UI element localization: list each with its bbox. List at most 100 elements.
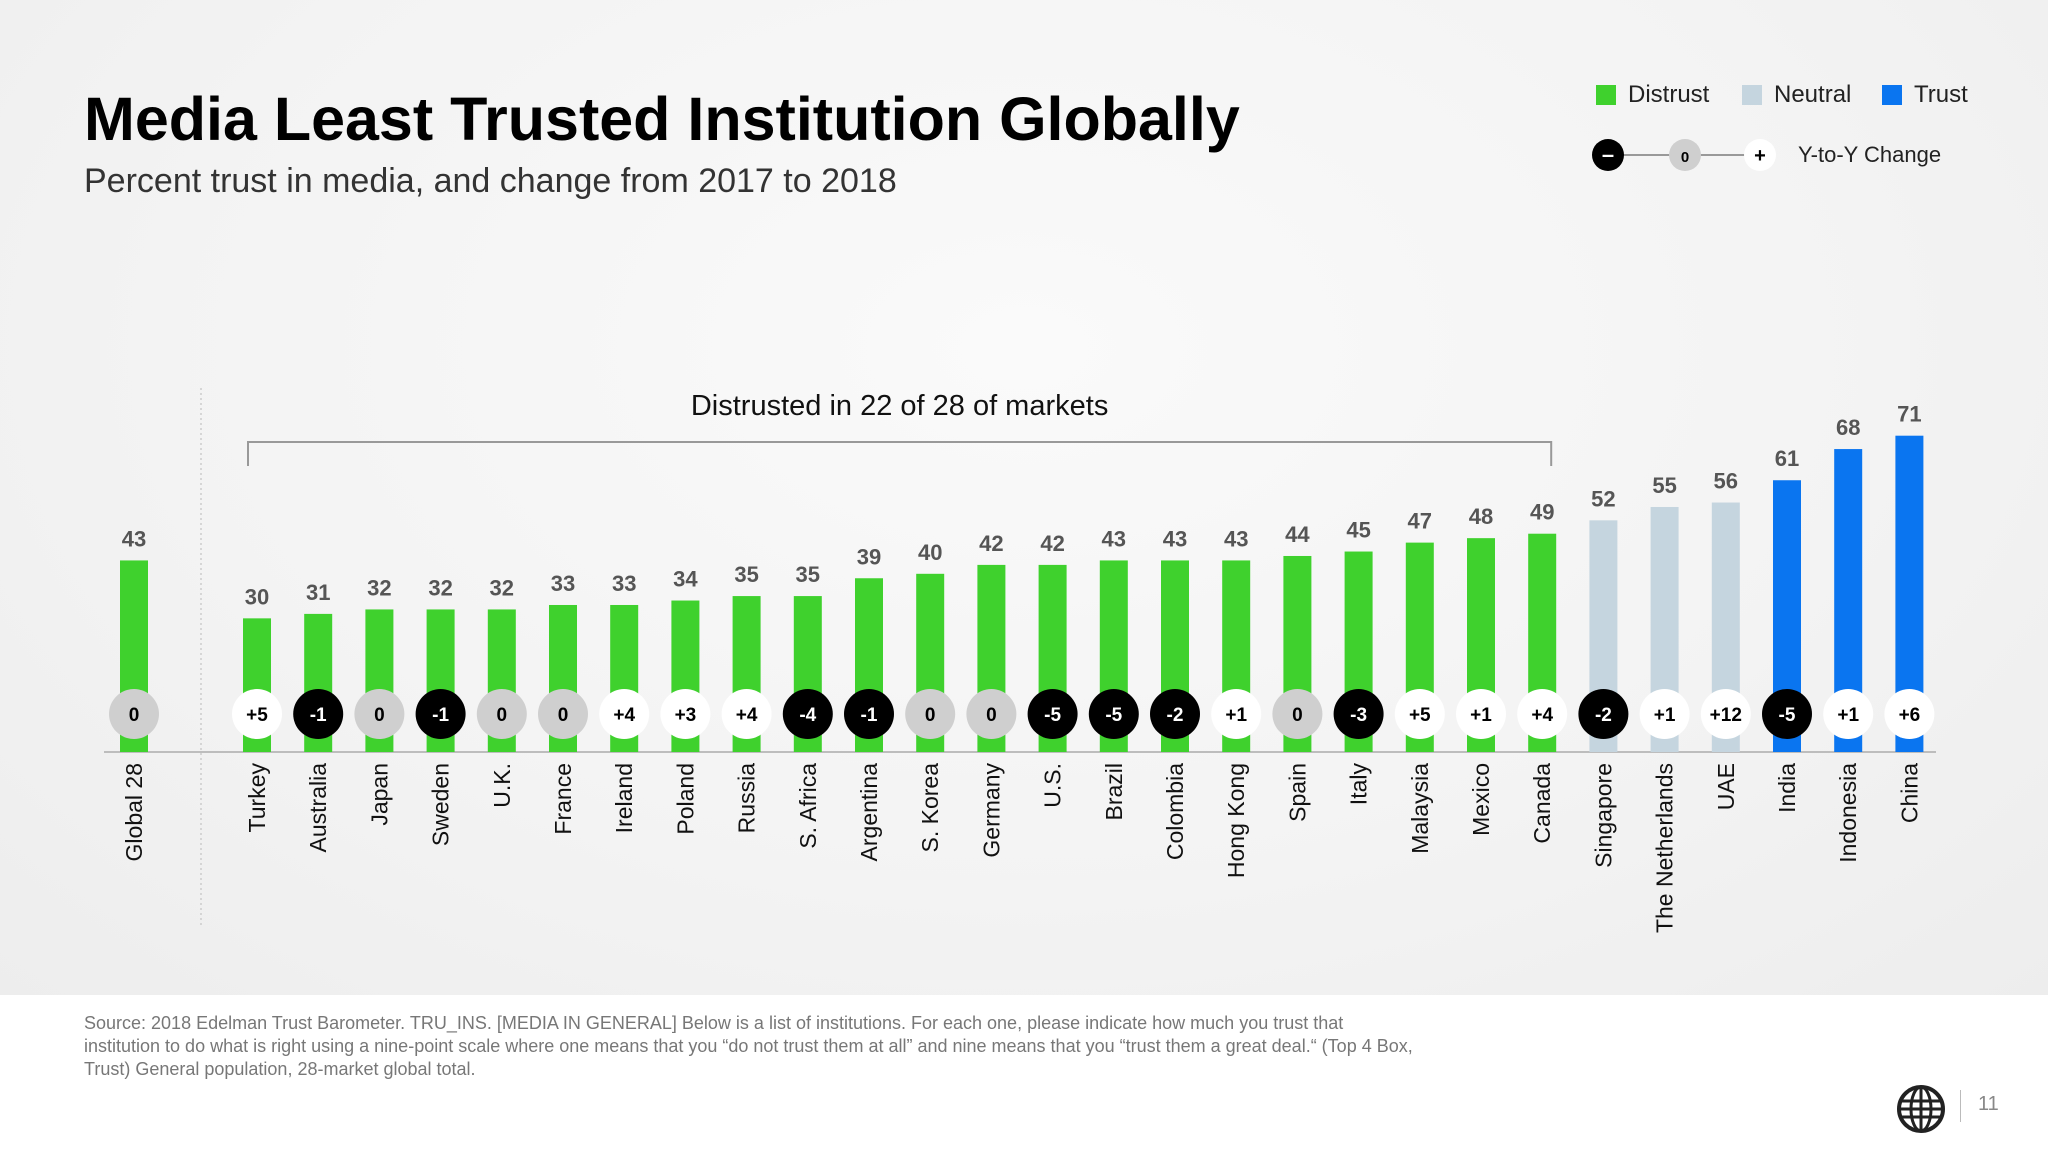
change-circle: [1211, 689, 1262, 739]
change-circle: [1394, 689, 1445, 739]
category-label: Japan: [366, 763, 392, 826]
page-subtitle: Percent trust in media, and change from …: [84, 162, 897, 200]
bar-value-label: 31: [306, 580, 330, 605]
change-circle: [1578, 689, 1629, 739]
change-circle: [538, 689, 588, 739]
change-circle: [415, 689, 466, 739]
category-label: UAE: [1713, 763, 1739, 810]
footer-area: [0, 995, 2048, 1152]
change-circle: [1762, 689, 1812, 739]
change-label: -3: [1350, 705, 1367, 726]
change-circle: [1823, 689, 1874, 739]
change-label: -1: [310, 705, 327, 726]
bar-value-label: 49: [1530, 500, 1554, 525]
legend-trust-label: Trust: [1914, 81, 1968, 108]
category-label: India: [1774, 763, 1800, 813]
bar-value-label: 47: [1408, 509, 1432, 534]
change-label: +3: [675, 705, 697, 726]
bar-value-label: 48: [1469, 504, 1493, 529]
bar-value-label: 43: [1102, 526, 1126, 551]
legend-distrust: Distrust: [1596, 80, 1709, 110]
category-label: Australia: [305, 763, 331, 853]
bar-chart: Distrusted in 22 of 28 of markets 43 0 Glob…: [104, 388, 1936, 933]
legend-change-positive-circle: [1744, 139, 1776, 171]
change-circle: [782, 689, 833, 739]
category-label: U.S.: [1040, 763, 1066, 808]
change-circle: [660, 689, 711, 739]
change-label: 0: [497, 705, 508, 726]
category-label: Turkey: [244, 763, 270, 833]
category-label: U.K.: [489, 763, 515, 808]
category-label: Brazil: [1101, 763, 1127, 821]
category-label: Colombia: [1162, 763, 1188, 860]
change-label: +1: [1470, 705, 1492, 726]
category-label: Singapore: [1590, 763, 1616, 868]
bar-value-label: 32: [428, 575, 452, 600]
category-label: Sweden: [428, 763, 454, 846]
change-circle: [476, 689, 527, 739]
category-label: Indonesia: [1835, 763, 1861, 863]
page-title: Media Least Trusted Institution Globally: [84, 85, 1240, 153]
category-label: S. Africa: [795, 763, 821, 849]
page-number: 11: [1978, 1093, 1999, 1115]
change-label: -5: [1779, 705, 1796, 726]
category-label: Germany: [978, 763, 1004, 858]
category-label: China: [1896, 763, 1922, 823]
category-label: The Netherlands: [1652, 763, 1678, 933]
legend-distrust-swatch: [1596, 85, 1616, 105]
bar-value-label: 33: [612, 571, 636, 596]
bar-value-label: 56: [1714, 469, 1738, 494]
legend-distrust-label: Distrust: [1628, 81, 1710, 108]
legend-change-plus: +: [1754, 145, 1766, 167]
change-circle: [721, 689, 772, 739]
change-label: +5: [246, 705, 268, 726]
bar-value-label: 44: [1285, 522, 1310, 547]
change-circle: [1088, 689, 1139, 739]
category-label: Russia: [734, 763, 760, 834]
footer-divider: [1960, 1090, 1961, 1122]
change-label: +1: [1225, 705, 1247, 726]
change-label: +4: [736, 705, 758, 726]
legend-neutral-swatch: [1742, 85, 1762, 105]
bar-value-label: 34: [673, 567, 698, 592]
distrust-bracket: [247, 441, 1553, 466]
change-circle: [109, 689, 159, 739]
change-label: 0: [925, 705, 936, 726]
change-circle: [293, 689, 344, 739]
change-label: +6: [1899, 705, 1921, 726]
legend-neutral: Neutral: [1742, 80, 1851, 110]
legend-change-label: Y-to-Y Change: [1798, 142, 1942, 167]
change-label: 0: [129, 705, 140, 726]
bar-value-label: 43: [1163, 526, 1187, 551]
bar-value-label: 39: [857, 544, 881, 569]
change-circle: [1333, 689, 1384, 739]
category-label: Global 28: [121, 763, 147, 861]
category-label: Poland: [672, 763, 698, 835]
bar-value-label: 61: [1775, 446, 1799, 471]
legend-change-negative-circle: [1592, 139, 1624, 171]
change-circle: [1272, 689, 1323, 739]
change-label: 0: [558, 705, 569, 726]
change-circle: [1700, 689, 1751, 739]
category-label: Ireland: [611, 763, 637, 833]
legend-change-zero-circle: [1669, 139, 1701, 171]
source-note: Source: 2018 Edelman Trust Barometer. TR…: [84, 1013, 1413, 1079]
category-label: France: [550, 763, 576, 835]
change-circle: [1517, 689, 1568, 739]
change-label: 0: [1292, 705, 1303, 726]
change-circle: [1027, 689, 1078, 739]
category-label: Malaysia: [1407, 763, 1433, 854]
change-label: +1: [1837, 705, 1859, 726]
change-label: +4: [1531, 705, 1553, 726]
change-label: -4: [799, 705, 816, 726]
legend-trust: Trust: [1882, 80, 1968, 110]
legend-neutral-label: Neutral: [1774, 81, 1852, 108]
change-label: +5: [1409, 705, 1431, 726]
change-label: +4: [613, 705, 635, 726]
globe-logo-icon: [1897, 1085, 1945, 1133]
bar-value-label: 30: [245, 584, 269, 609]
bar-value-label: 68: [1836, 415, 1860, 440]
change-label: +12: [1710, 705, 1742, 726]
change-label: 0: [986, 705, 997, 726]
distrust-annotation: Distrusted in 22 of 28 of markets: [691, 390, 1108, 422]
